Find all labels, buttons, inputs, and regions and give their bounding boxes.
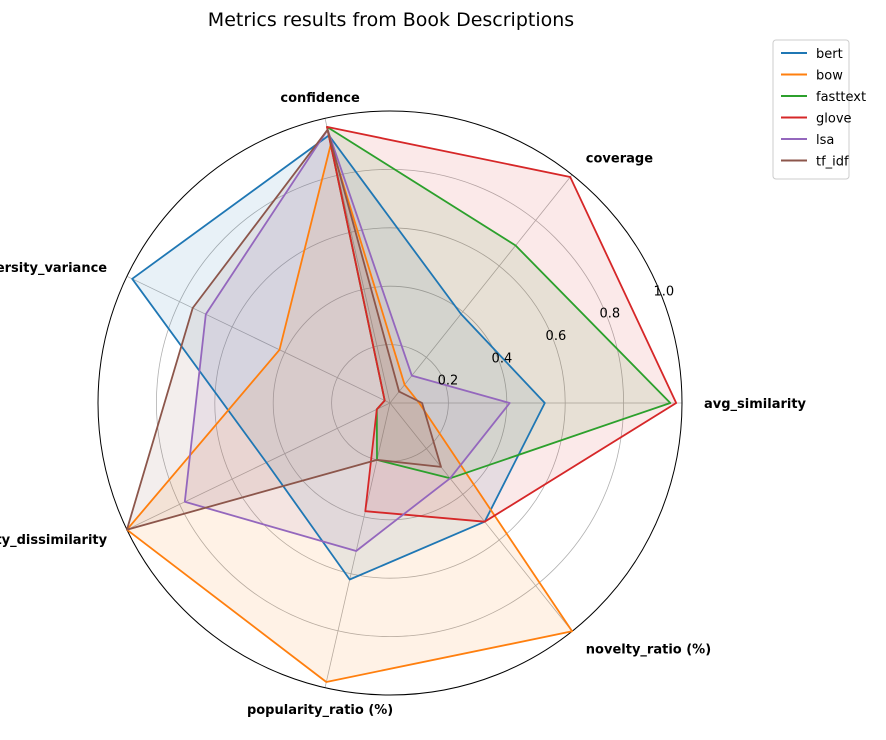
polar-frame bbox=[97, 110, 683, 696]
tick-label: 0.2 bbox=[438, 374, 459, 389]
tick-label: 0.8 bbox=[599, 307, 620, 322]
grid-spoke bbox=[324, 402, 391, 688]
grid-spoke bbox=[126, 275, 391, 404]
axis-label-confidence: confidence bbox=[280, 91, 360, 106]
radar-grid bbox=[97, 110, 683, 696]
series-area-bow bbox=[126, 143, 573, 682]
series-line-lsa bbox=[183, 128, 511, 552]
axis-label-diversity-dissimilarity: diversity_dissimilarity bbox=[0, 533, 108, 548]
axis-labels: avg_similarity coverage confidence diversit… bbox=[0, 91, 807, 718]
grid-spoke bbox=[389, 174, 573, 404]
legend-label-glove: glove bbox=[816, 112, 852, 127]
series-areas bbox=[126, 126, 677, 682]
series-line-glove bbox=[326, 126, 678, 523]
series-line-bow bbox=[126, 142, 573, 683]
radial-tick-labels: 0.2 0.4 0.6 0.8 1.0 bbox=[438, 284, 674, 388]
tick-label: 1.0 bbox=[653, 284, 674, 299]
axis-label-avg-similarity: avg_similarity bbox=[704, 397, 807, 412]
series-area-lsa bbox=[184, 129, 510, 551]
axis-label-diversity-variance: diversity_variance bbox=[0, 261, 107, 276]
chart-title: Metrics results from Book Descriptions bbox=[208, 9, 574, 31]
legend-label-lsa: lsa bbox=[816, 133, 834, 148]
series-area-bert bbox=[132, 135, 545, 580]
series-area-glove bbox=[327, 126, 677, 522]
tick-label: 0.6 bbox=[546, 329, 567, 344]
legend-label-fasttext: fasttext bbox=[816, 90, 866, 105]
series-line-tf-idf bbox=[126, 128, 442, 531]
series-lines bbox=[126, 126, 678, 683]
axis-label-novelty-ratio: novelty_ratio (%) bbox=[586, 643, 711, 658]
legend-label-bow: bow bbox=[816, 69, 843, 84]
legend-label-tf-idf: tf_idf bbox=[816, 155, 849, 170]
series-area-fasttext bbox=[327, 126, 671, 479]
axis-label-popularity-ratio: popularity_ratio (%) bbox=[247, 703, 393, 718]
legend: bert bow fasttext glove lsa tf_idf bbox=[772, 39, 866, 180]
legend-label-bert: bert bbox=[816, 47, 843, 62]
axis-label-coverage: coverage bbox=[586, 152, 653, 167]
grid-spoke bbox=[389, 402, 573, 632]
tick-label: 0.4 bbox=[492, 351, 513, 366]
grid-spoke bbox=[126, 402, 391, 531]
